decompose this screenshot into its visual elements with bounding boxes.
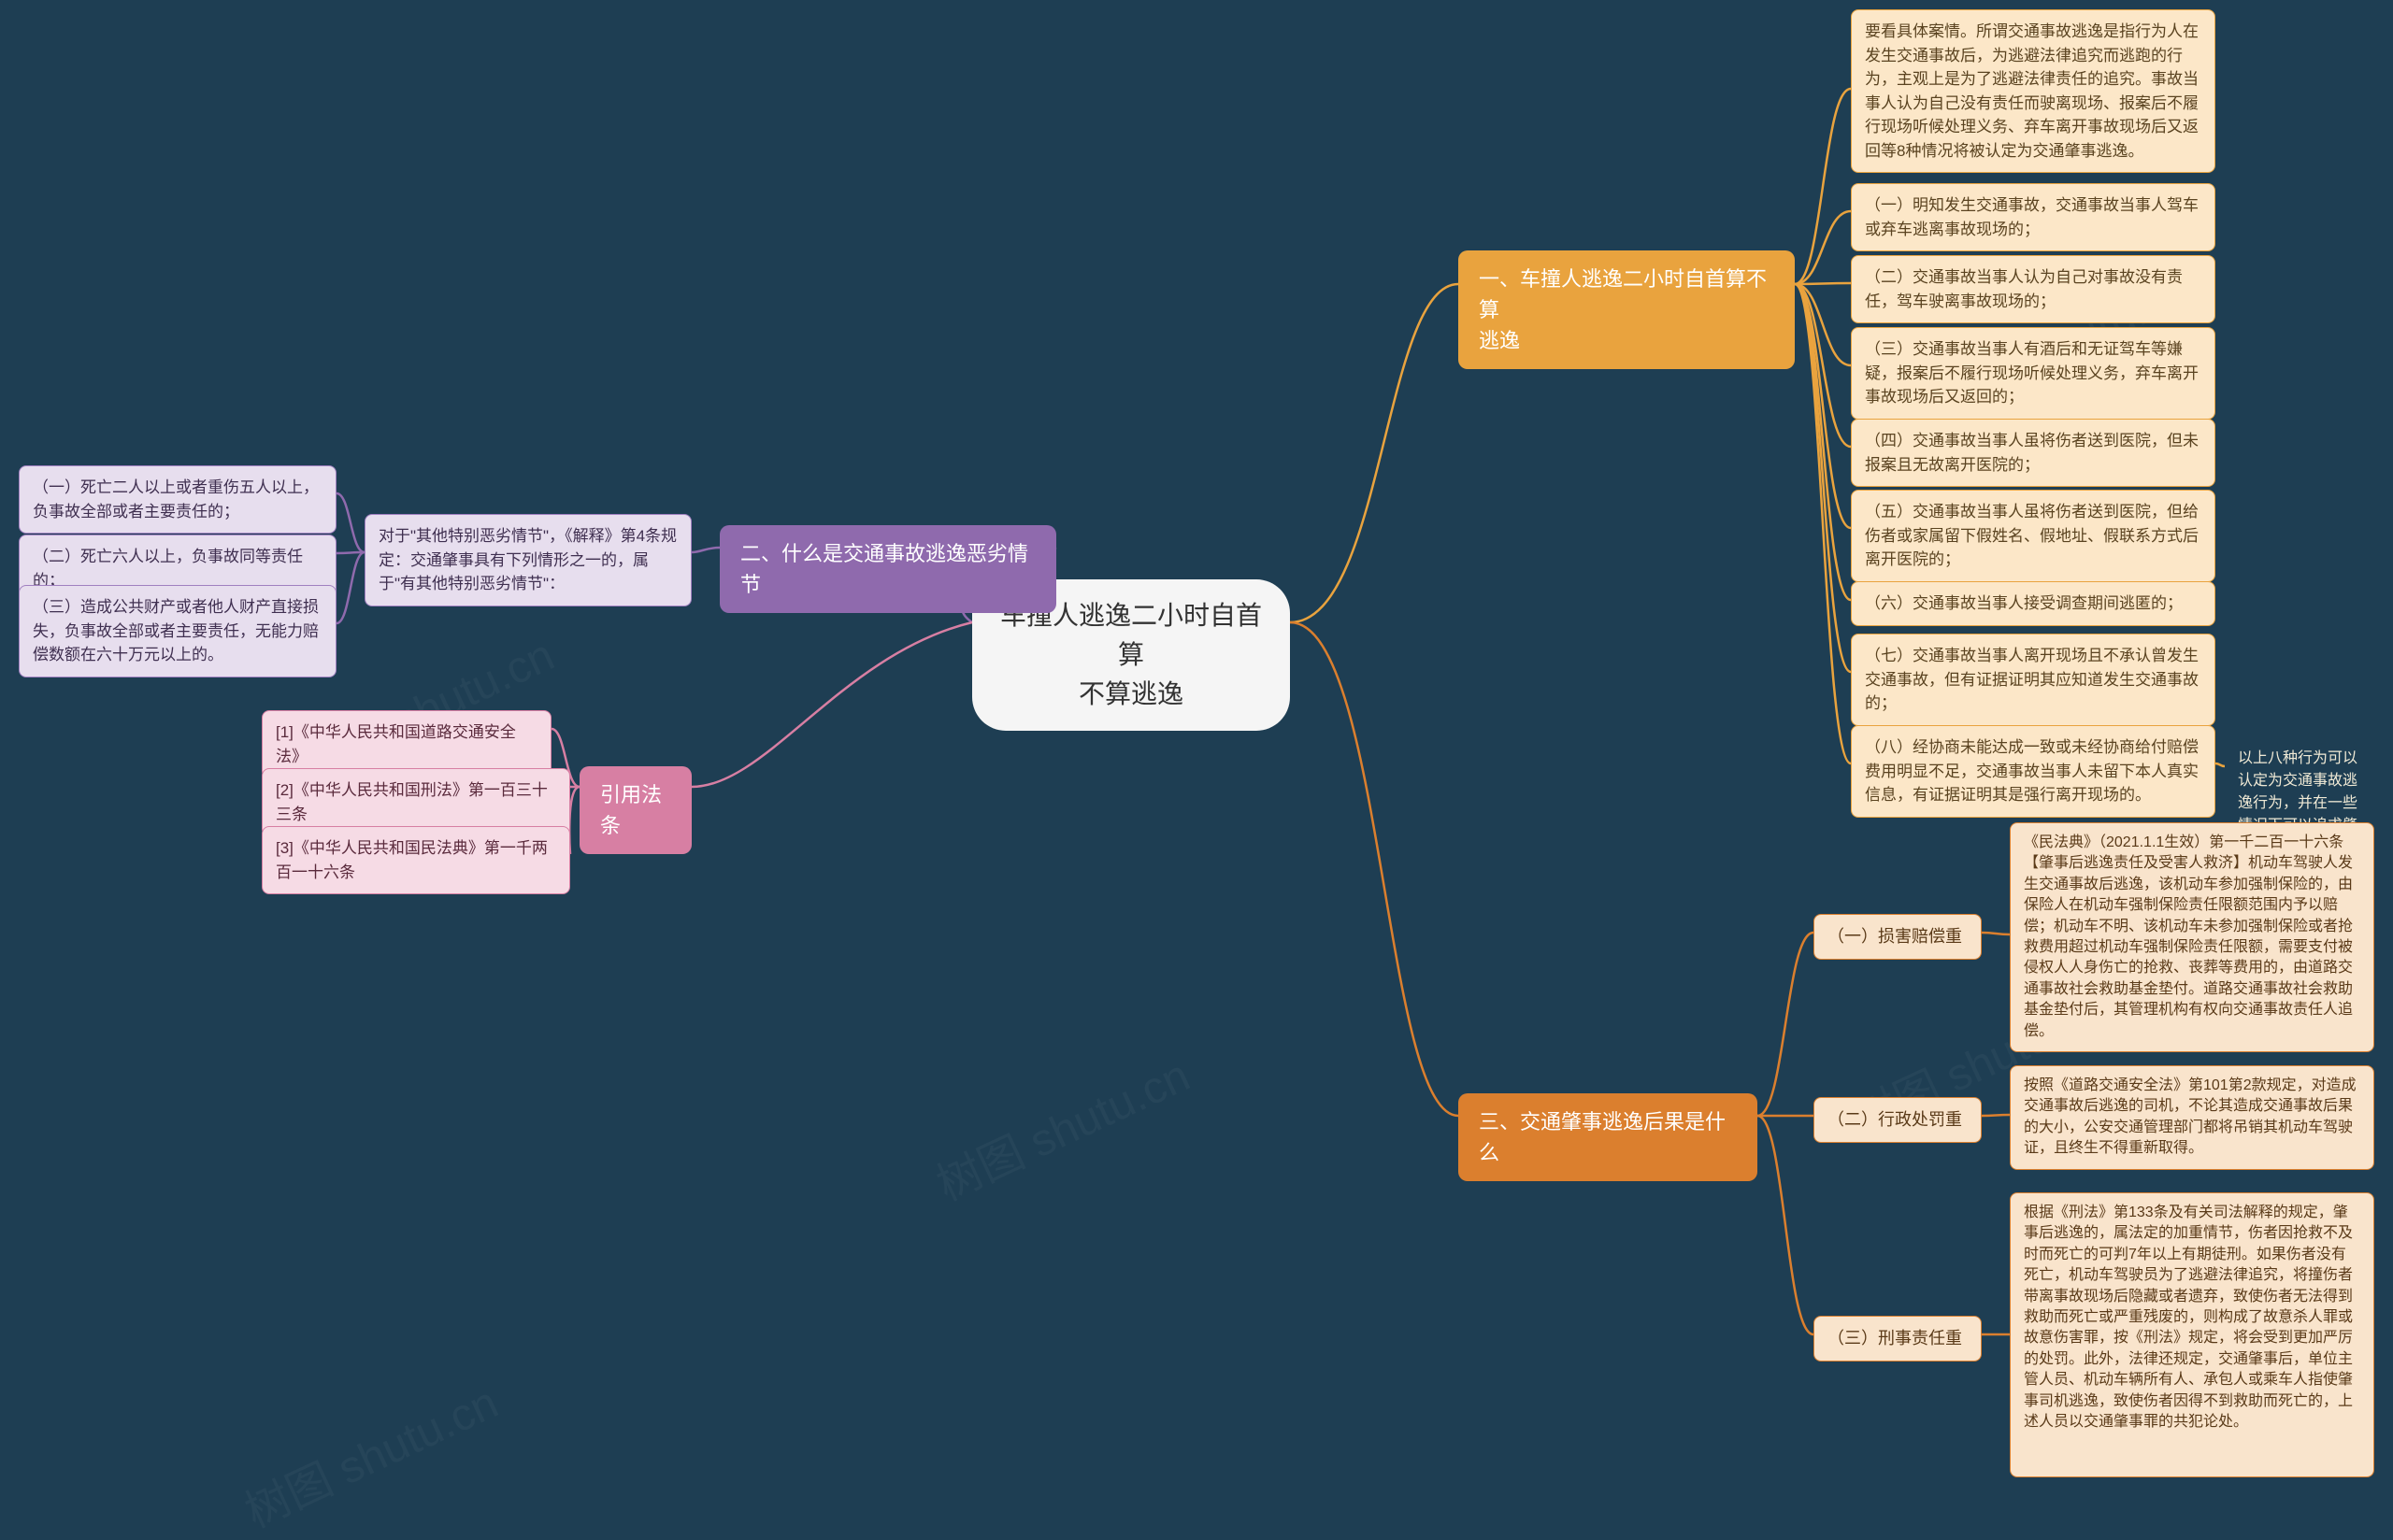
branch-2-item-3[interactable]: （三）造成公共财产或者他人财产直接损失，负事故全部或者主要责任，无能力赔偿数额在… (19, 585, 337, 677)
branch-3-detail-1[interactable]: 《民法典》（2021.1.1生效）第一千二百一十六条 【肇事后逃逸责任及受害人救… (2010, 822, 2374, 1052)
branch-4[interactable]: 引用法条 (580, 766, 692, 854)
branch-1-intro[interactable]: 要看具体案情。所谓交通事故逃逸是指行为人在发生交通事故后，为逃避法律追究而逃跑的… (1851, 9, 2215, 173)
branch-1-item-4[interactable]: （四）交通事故当事人虽将伤者送到医院，但未报案且无故离开医院的； (1851, 419, 2215, 487)
branch-1-item-8[interactable]: （八）经协商未能达成一致或未经协商给付赔偿费用明显不足，交通事故当事人未留下本人… (1851, 725, 2215, 818)
branch-1[interactable]: 一、车撞人逃逸二小时自首算不算逃逸 (1458, 250, 1795, 369)
branch-2-item-1[interactable]: （一）死亡二人以上或者重伤五人以上，负事故全部或者主要责任的； (19, 465, 337, 534)
branch-3-item-2[interactable]: （二）行政处罚重 (1813, 1097, 1982, 1143)
branch-3-item-3[interactable]: （三）刑事责任重 (1813, 1316, 1982, 1362)
branch-3[interactable]: 三、交通肇事逃逸后果是什么 (1458, 1093, 1757, 1181)
branch-1-item-2[interactable]: （二）交通事故当事人认为自己对事故没有责任，驾车驶离事故现场的； (1851, 255, 2215, 323)
branch-2[interactable]: 二、什么是交通事故逃逸恶劣情节 (720, 525, 1056, 613)
branch-1-item-7[interactable]: （七）交通事故当事人离开现场且不承认曾发生交通事故，但有证据证明其应知道发生交通… (1851, 634, 2215, 726)
branch-2-mid[interactable]: 对于"其他特别恶劣情节"，《解释》第4条规定：交通肇事具有下列情形之一的，属于"… (365, 514, 692, 606)
branch-3-item-1[interactable]: （一）损害赔偿重 (1813, 914, 1982, 960)
branch-1-item-5[interactable]: （五）交通事故当事人虽将伤者送到医院，但给伤者或家属留下假姓名、假地址、假联系方… (1851, 490, 2215, 582)
branch-1-item-3[interactable]: （三）交通事故当事人有酒后和无证驾车等嫌疑，报案后不履行现场听候处理义务，弃车离… (1851, 327, 2215, 420)
branch-3-detail-3[interactable]: 根据《刑法》第133条及有关司法解释的规定，肇事后逃逸的，属法定的加重情节，伤者… (2010, 1192, 2374, 1477)
branch-4-item-3[interactable]: [3]《中华人民共和国民法典》第一千两百一十六条 (262, 826, 570, 894)
branch-3-detail-2[interactable]: 按照《道路交通安全法》第101第2款规定，对造成交通事故后逃逸的司机，不论其造成… (2010, 1065, 2374, 1170)
branch-1-item-6[interactable]: （六）交通事故当事人接受调查期间逃匿的； (1851, 581, 2215, 626)
branch-1-item-1[interactable]: （一）明知发生交通事故，交通事故当事人驾车或弃车逃离事故现场的； (1851, 183, 2215, 251)
